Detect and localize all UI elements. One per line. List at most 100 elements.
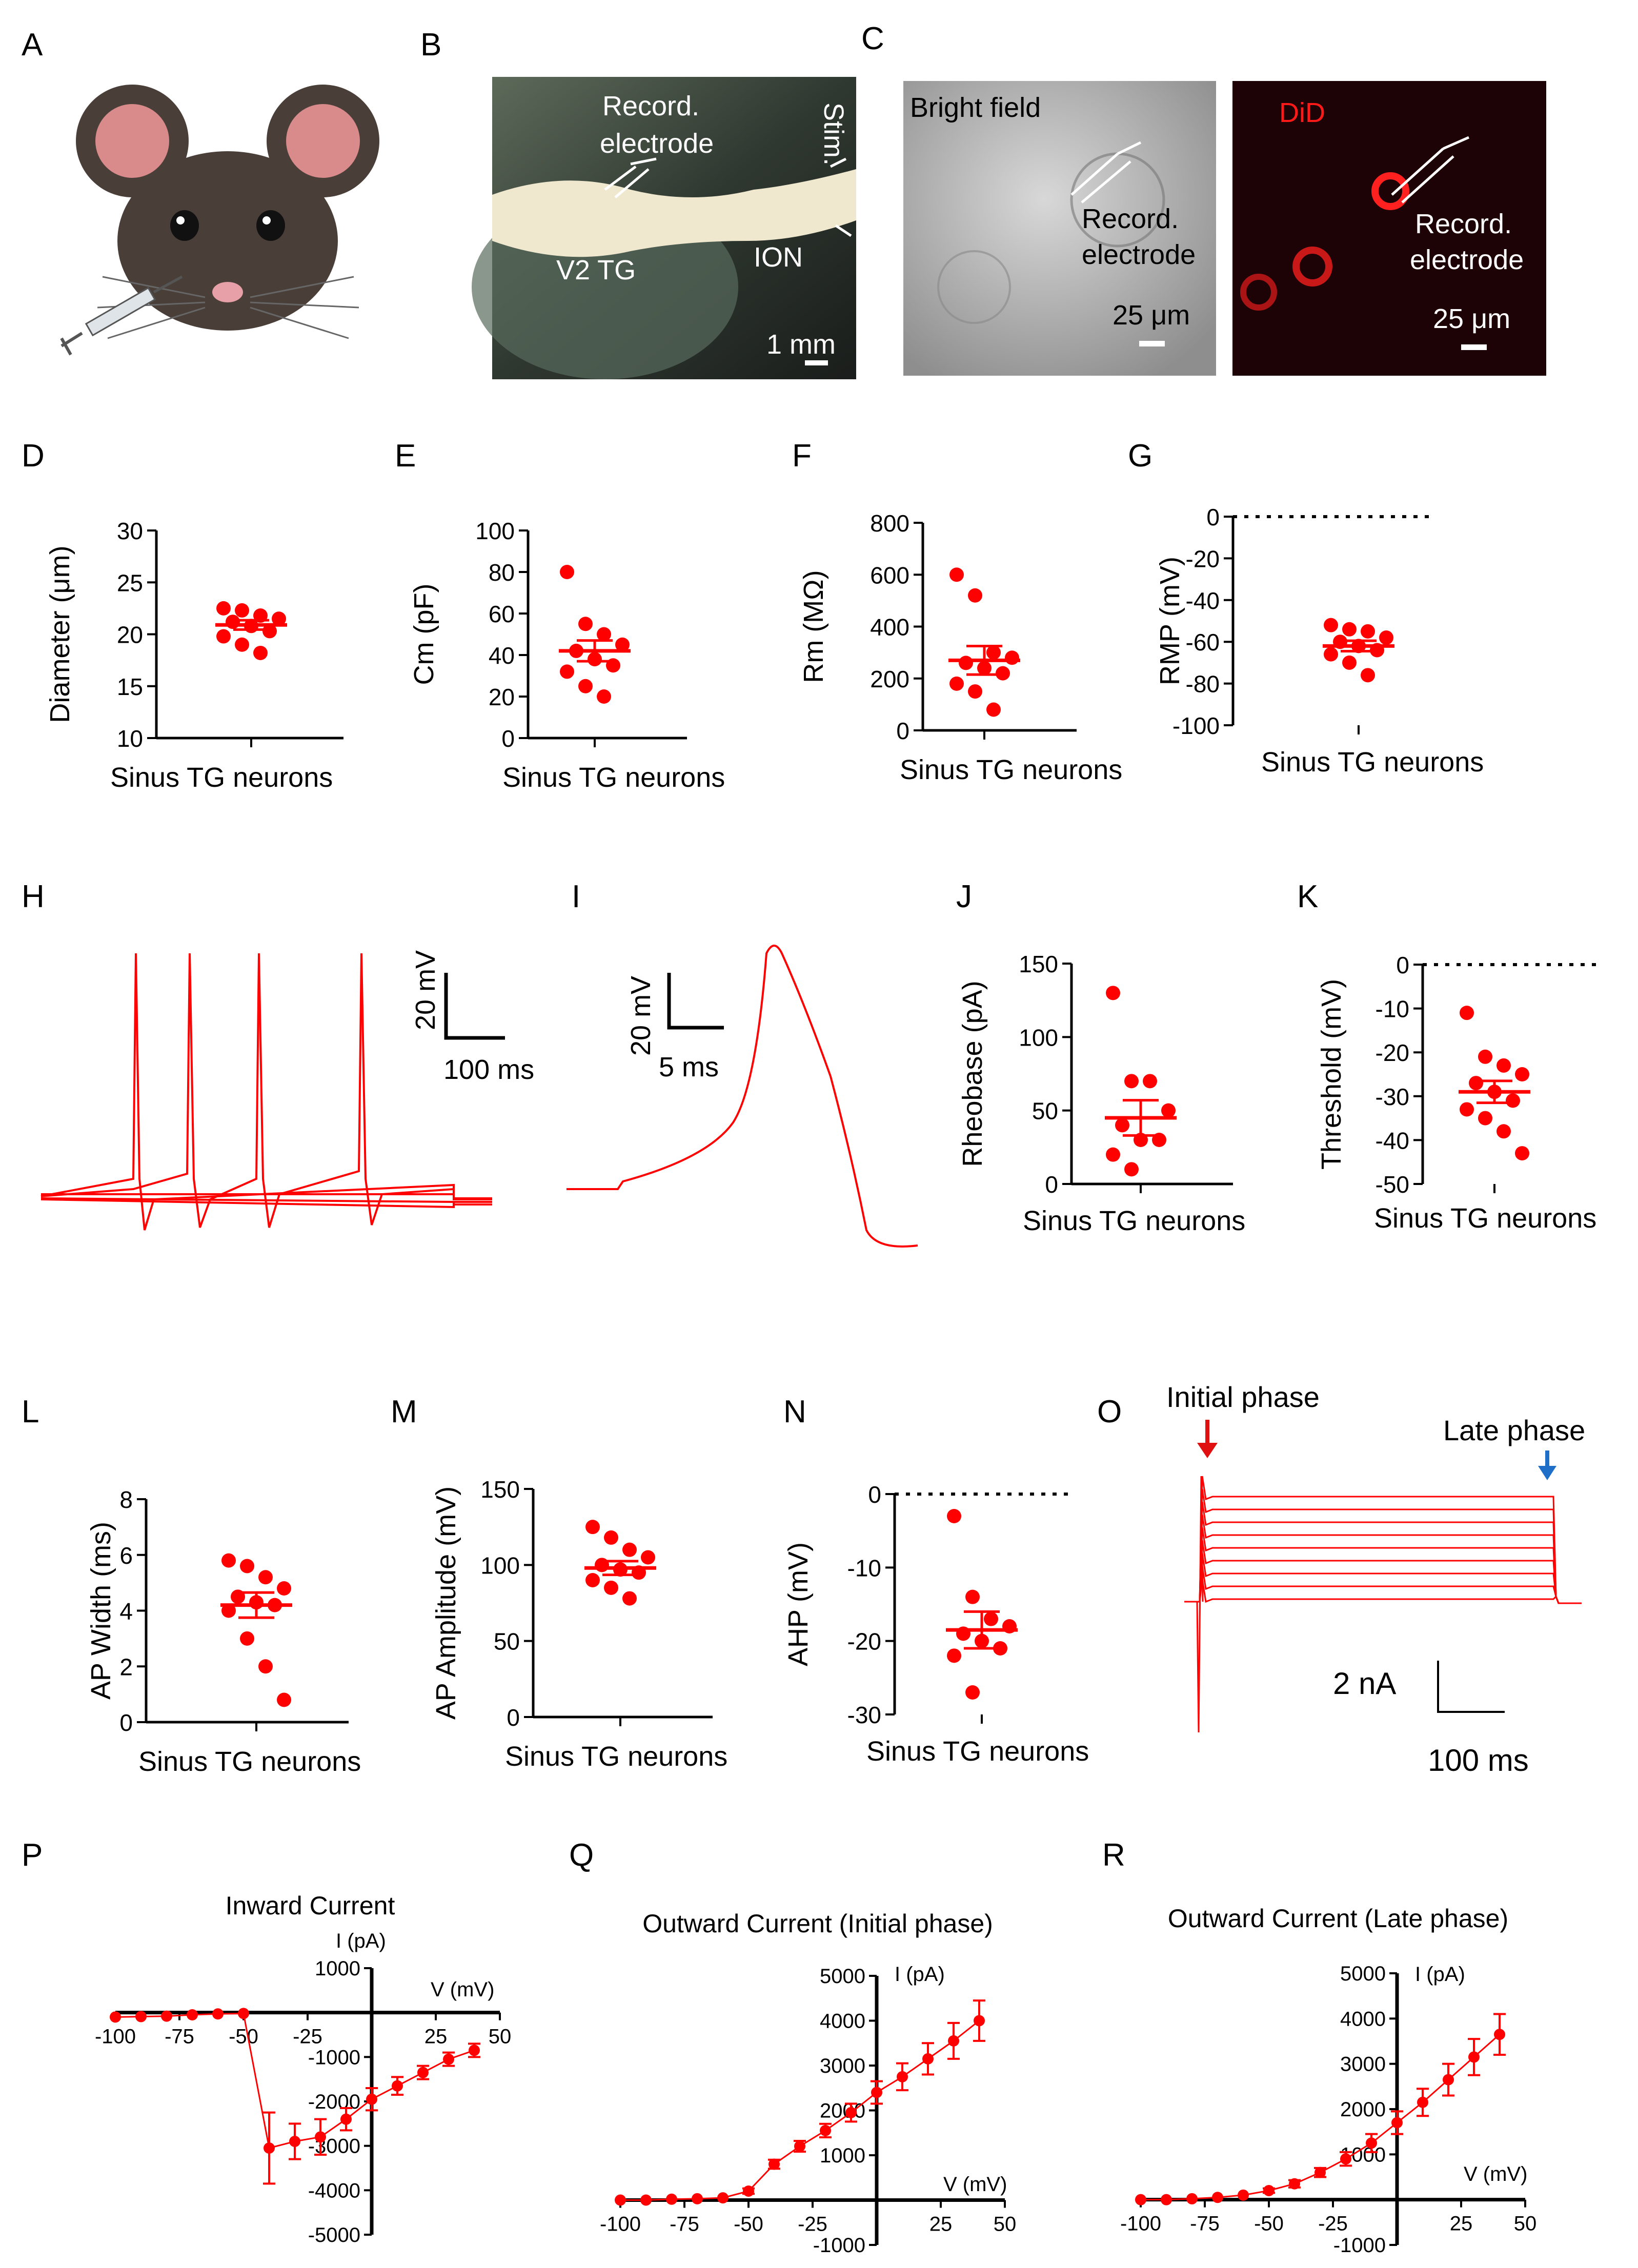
y-tick-label: 15 <box>117 673 143 700</box>
data-point <box>597 627 611 642</box>
chart-l: L 0 2 4 6 8 Sinus TG neurons AP Width (ms) <box>22 1394 361 1777</box>
data-point <box>1443 2074 1454 2086</box>
data-point <box>984 1611 998 1626</box>
current-trace <box>1184 1540 1582 1604</box>
data-point <box>993 1641 1007 1656</box>
data-point <box>272 611 286 626</box>
y-tick-label: 400 <box>870 614 909 641</box>
initial-phase-arrow-icon <box>1197 1443 1218 1458</box>
y-tick-label: 0 <box>896 718 909 744</box>
panel-letter-b: B <box>420 27 441 63</box>
data-point <box>959 656 973 670</box>
y-tick-label: 200 <box>870 666 909 692</box>
data-point <box>264 2142 275 2154</box>
data-point <box>240 1631 254 1646</box>
mouse-illustration <box>60 85 379 356</box>
y-tick-label: 8 <box>119 1486 133 1513</box>
y-tick-label: 0 <box>119 1709 133 1736</box>
data-point <box>949 567 964 582</box>
y-axis-label: Threshold (mV) <box>1316 979 1347 1170</box>
y-tick-label: -20 <box>1186 545 1220 572</box>
y-tick-label: 100 <box>475 518 515 544</box>
chart-title: Inward Current <box>226 1891 395 1920</box>
y-tick-label: -4000 <box>308 2179 360 2202</box>
data-point <box>1212 2192 1223 2203</box>
y-tick-label: 80 <box>489 559 515 586</box>
data-point <box>871 2087 882 2098</box>
chart-m: M 0 50 100 150 Sinus TG neurons AP Amplitude (… <box>391 1394 727 1772</box>
capacitive-transient <box>1196 1476 1204 1733</box>
y-tick-label: -10 <box>1376 996 1409 1023</box>
y-tick-label: 1000 <box>820 2144 865 2167</box>
y-tick-label: -20 <box>1376 1039 1409 1066</box>
chart-j: J 0 50 100 150 Sinus TG neurons Rheobase (pA) <box>956 879 1245 1236</box>
single-ap-trace <box>567 945 918 1248</box>
current-trace <box>1184 1565 1582 1604</box>
x-axis-label: Sinus TG neurons <box>138 1746 361 1777</box>
data-point <box>597 689 611 704</box>
chart-title: Outward Current (Late phase) <box>1168 1904 1508 1933</box>
scale-h-voltage: 20 mV <box>410 950 441 1030</box>
data-point <box>216 629 231 644</box>
data-point <box>1506 1093 1520 1108</box>
y-tick-label: 150 <box>1019 951 1058 977</box>
data-point <box>238 2008 249 2019</box>
data-point <box>226 615 240 629</box>
data-point <box>622 1542 637 1557</box>
y-tick-label: 150 <box>480 1476 520 1503</box>
y-tick-label: 25 <box>117 569 143 596</box>
data-point <box>1361 668 1375 683</box>
x-axis-label: V (mV) <box>943 2173 1007 2196</box>
scale-i-time: 5 ms <box>659 1052 719 1082</box>
data-point <box>948 2035 959 2047</box>
record-electrode-label-c2-1: Record. <box>1415 209 1512 239</box>
data-point <box>743 2185 754 2197</box>
data-point <box>1324 647 1338 662</box>
x-axis-label: V (mV) <box>1464 2163 1527 2185</box>
data-point <box>187 2009 198 2020</box>
current-trace <box>1184 1501 1582 1604</box>
y-tick-label: 3000 <box>1340 2053 1386 2076</box>
panel-letter-g: G <box>1128 438 1152 474</box>
y-tick-label: 0 <box>1396 952 1409 978</box>
y-tick-label: 1000 <box>315 1957 360 1980</box>
y-tick-label: -60 <box>1186 629 1220 656</box>
y-tick-label: 30 <box>117 518 143 544</box>
y-tick-label: 2 <box>119 1653 133 1680</box>
y-tick-label: -30 <box>847 1702 881 1728</box>
data-point <box>965 1589 980 1604</box>
y-tick-label: 20 <box>489 684 515 710</box>
data-point <box>1497 1124 1511 1139</box>
data-point <box>221 1553 236 1568</box>
data-point <box>1460 1102 1474 1117</box>
y-tick-label: -40 <box>1376 1127 1409 1154</box>
x-tick-label: -25 <box>293 2026 322 2048</box>
data-point <box>717 2192 729 2204</box>
chart-f: F 0 200 400 600 800 Sinus TG neurons Rm (MΩ) <box>792 438 1122 785</box>
x-tick-label: -50 <box>1254 2213 1284 2235</box>
data-point <box>1143 1074 1157 1089</box>
x-tick-label: -100 <box>600 2213 641 2236</box>
syringe-icon <box>60 275 183 356</box>
data-point <box>340 2113 352 2125</box>
y-axis-label: AP Amplitude (mV) <box>431 1486 461 1720</box>
y-axis-label: I (pA) <box>336 1930 386 1952</box>
x-axis-label: V (mV) <box>431 1978 494 2001</box>
record-electrode-label-c2-2: electrode <box>1410 244 1524 275</box>
data-point <box>965 1685 980 1700</box>
data-point <box>258 1659 273 1674</box>
series-line <box>620 2020 980 2201</box>
data-point <box>258 1570 273 1585</box>
y-tick-label: 4000 <box>820 2010 865 2033</box>
data-point <box>240 1559 254 1574</box>
y-tick-label: 20 <box>117 622 143 648</box>
data-point <box>968 684 982 699</box>
x-axis-label: Sinus TG neurons <box>110 762 333 793</box>
panel-letter-d: D <box>22 438 45 474</box>
scale-bar-h <box>444 973 505 1040</box>
panel-letter-c: C <box>861 21 884 56</box>
ion-label: ION <box>754 242 803 273</box>
record-electrode-label-c1-1: Record. <box>1082 203 1179 234</box>
y-axis-label: AP Width (ms) <box>86 1522 116 1700</box>
current-trace <box>1184 1578 1582 1604</box>
